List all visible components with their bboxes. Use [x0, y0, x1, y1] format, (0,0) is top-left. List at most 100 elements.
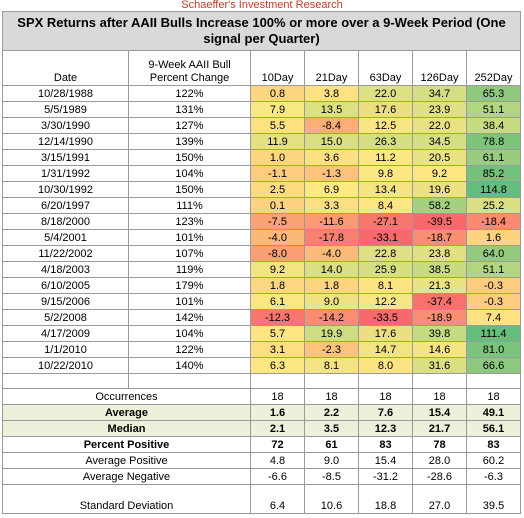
pct-change-cell: 179% — [128, 277, 251, 294]
summary-value: 7.6 — [358, 404, 413, 421]
header-63day: 63Day — [358, 50, 413, 86]
summary-label: Occurrences — [2, 388, 251, 405]
empty-cell — [250, 373, 305, 389]
date-cell: 12/14/1990 — [2, 133, 129, 150]
return-cell: -0.3 — [465, 277, 522, 294]
return-cell: 9.0 — [304, 293, 359, 310]
summary-value: 6.4 — [250, 484, 305, 514]
table-row: 6/10/2005 179% 1.8 1.8 8.1 21.3 -0.3 — [2, 277, 522, 294]
return-cell: 3.8 — [304, 85, 359, 102]
date-cell: 10/30/1992 — [2, 181, 129, 198]
return-cell: -18.7 — [412, 229, 467, 246]
return-cell: 6.9 — [304, 181, 359, 198]
summary-label: Average Positive — [2, 452, 251, 469]
return-cell: -11.6 — [304, 213, 359, 230]
pct-change-cell: 122% — [128, 85, 251, 102]
return-cell: 14.0 — [304, 261, 359, 278]
return-cell: 12.5 — [358, 117, 413, 134]
pct-change-cell: 139% — [128, 133, 251, 150]
return-cell: 23.9 — [412, 101, 467, 118]
table-row: 10/30/1992 150% 2.5 6.9 13.4 19.6 114.8 — [2, 181, 522, 198]
table-title-row: SPX Returns after AAII Bulls Increase 10… — [1, 11, 522, 51]
summary-value: 2.1 — [250, 420, 305, 437]
summary-label: Standard Deviation — [2, 484, 251, 514]
return-cell: 8.1 — [304, 357, 359, 374]
pct-change-cell: 142% — [128, 309, 251, 326]
return-cell: 21.3 — [412, 277, 467, 294]
header-10day: 10Day — [250, 50, 305, 86]
pct-change-cell: 123% — [128, 213, 251, 230]
pct-change-cell: 104% — [128, 165, 251, 182]
return-cell: -14.2 — [304, 309, 359, 326]
return-cell: 2.5 — [250, 181, 305, 198]
return-cell: 3.3 — [304, 197, 359, 214]
summary-value: 10.6 — [304, 484, 359, 514]
summary-value: -6.6 — [250, 468, 305, 485]
pct-change-cell: 107% — [128, 245, 251, 262]
return-cell: 1.6 — [465, 229, 522, 246]
date-cell: 6/10/2005 — [2, 277, 129, 294]
date-cell: 1/1/2010 — [2, 341, 129, 358]
summary-row: Median 2.1 3.5 12.3 21.7 56.1 — [2, 420, 522, 437]
return-cell: 15.0 — [304, 133, 359, 150]
return-cell: 19.9 — [304, 325, 359, 342]
date-cell: 10/28/1988 — [2, 85, 129, 102]
summary-value: 4.8 — [250, 452, 305, 469]
return-cell: -0.3 — [465, 293, 522, 310]
pct-change-cell: 119% — [128, 261, 251, 278]
return-cell: 5.7 — [250, 325, 305, 342]
return-cell: 3.6 — [304, 149, 359, 166]
header-row: Date 9-Week AAII Bull Percent Change 10D… — [2, 50, 522, 86]
table-row: 1/31/1992 104% -1.1 -1.3 9.8 9.2 85.2 — [2, 165, 522, 182]
pct-change-cell: 104% — [128, 325, 251, 342]
return-cell: 17.6 — [358, 325, 413, 342]
empty-cell — [2, 373, 129, 389]
summary-row: Percent Positive 72 61 83 78 83 — [2, 436, 522, 453]
summary-value: 12.3 — [358, 420, 413, 437]
pct-change-cell: 127% — [128, 117, 251, 134]
return-cell: 65.3 — [465, 85, 522, 102]
summary-value: 15.4 — [358, 452, 413, 469]
table-row: 4/17/2009 104% 5.7 19.9 17.6 39.8 111.4 — [2, 325, 522, 342]
return-cell: 13.5 — [304, 101, 359, 118]
date-cell: 3/30/1990 — [2, 117, 129, 134]
summary-value: 72 — [250, 436, 305, 453]
return-cell: -8.4 — [304, 117, 359, 134]
return-cell: 51.1 — [465, 101, 522, 118]
pct-change-cell: 111% — [128, 197, 251, 214]
return-cell: 11.2 — [358, 149, 413, 166]
summary-value: 15.4 — [412, 404, 467, 421]
date-cell: 1/31/1992 — [2, 165, 129, 182]
summary-value: 18 — [412, 388, 467, 405]
pct-change-cell: 131% — [128, 101, 251, 118]
return-cell: -39.5 — [412, 213, 467, 230]
return-cell: -1.1 — [250, 165, 305, 182]
return-cell: 17.6 — [358, 101, 413, 118]
return-cell: 58.2 — [412, 197, 467, 214]
returns-table: SPX Returns after AAII Bulls Increase 10… — [1, 11, 522, 514]
return-cell: 34.7 — [412, 85, 467, 102]
return-cell: 20.5 — [412, 149, 467, 166]
return-cell: 23.8 — [412, 245, 467, 262]
empty-cell — [358, 373, 413, 389]
summary-row: Average 1.6 2.2 7.6 15.4 49.1 — [2, 404, 522, 421]
pct-change-cell: 101% — [128, 293, 251, 310]
return-cell: -4.0 — [250, 229, 305, 246]
table-row: 3/30/1990 127% 5.5 -8.4 12.5 22.0 38.4 — [2, 117, 522, 134]
return-cell: 19.6 — [412, 181, 467, 198]
empty-cell — [128, 373, 251, 389]
return-cell: 6.1 — [250, 293, 305, 310]
date-cell: 5/2/2008 — [2, 309, 129, 326]
return-cell: -2.3 — [304, 341, 359, 358]
date-cell: 10/22/2010 — [2, 357, 129, 374]
table-row: 5/5/1989 131% 7.9 13.5 17.6 23.9 51.1 — [2, 101, 522, 118]
return-cell: -33.5 — [358, 309, 413, 326]
return-cell: 8.1 — [358, 277, 413, 294]
return-cell: 14.6 — [412, 341, 467, 358]
header-date: Date — [2, 50, 129, 86]
header-pct-change: 9-Week AAII Bull Percent Change — [128, 50, 251, 86]
summary-label: Median — [2, 420, 251, 437]
pct-change-cell: 150% — [128, 149, 251, 166]
summary-value: 18 — [465, 388, 522, 405]
return-cell: -7.5 — [250, 213, 305, 230]
